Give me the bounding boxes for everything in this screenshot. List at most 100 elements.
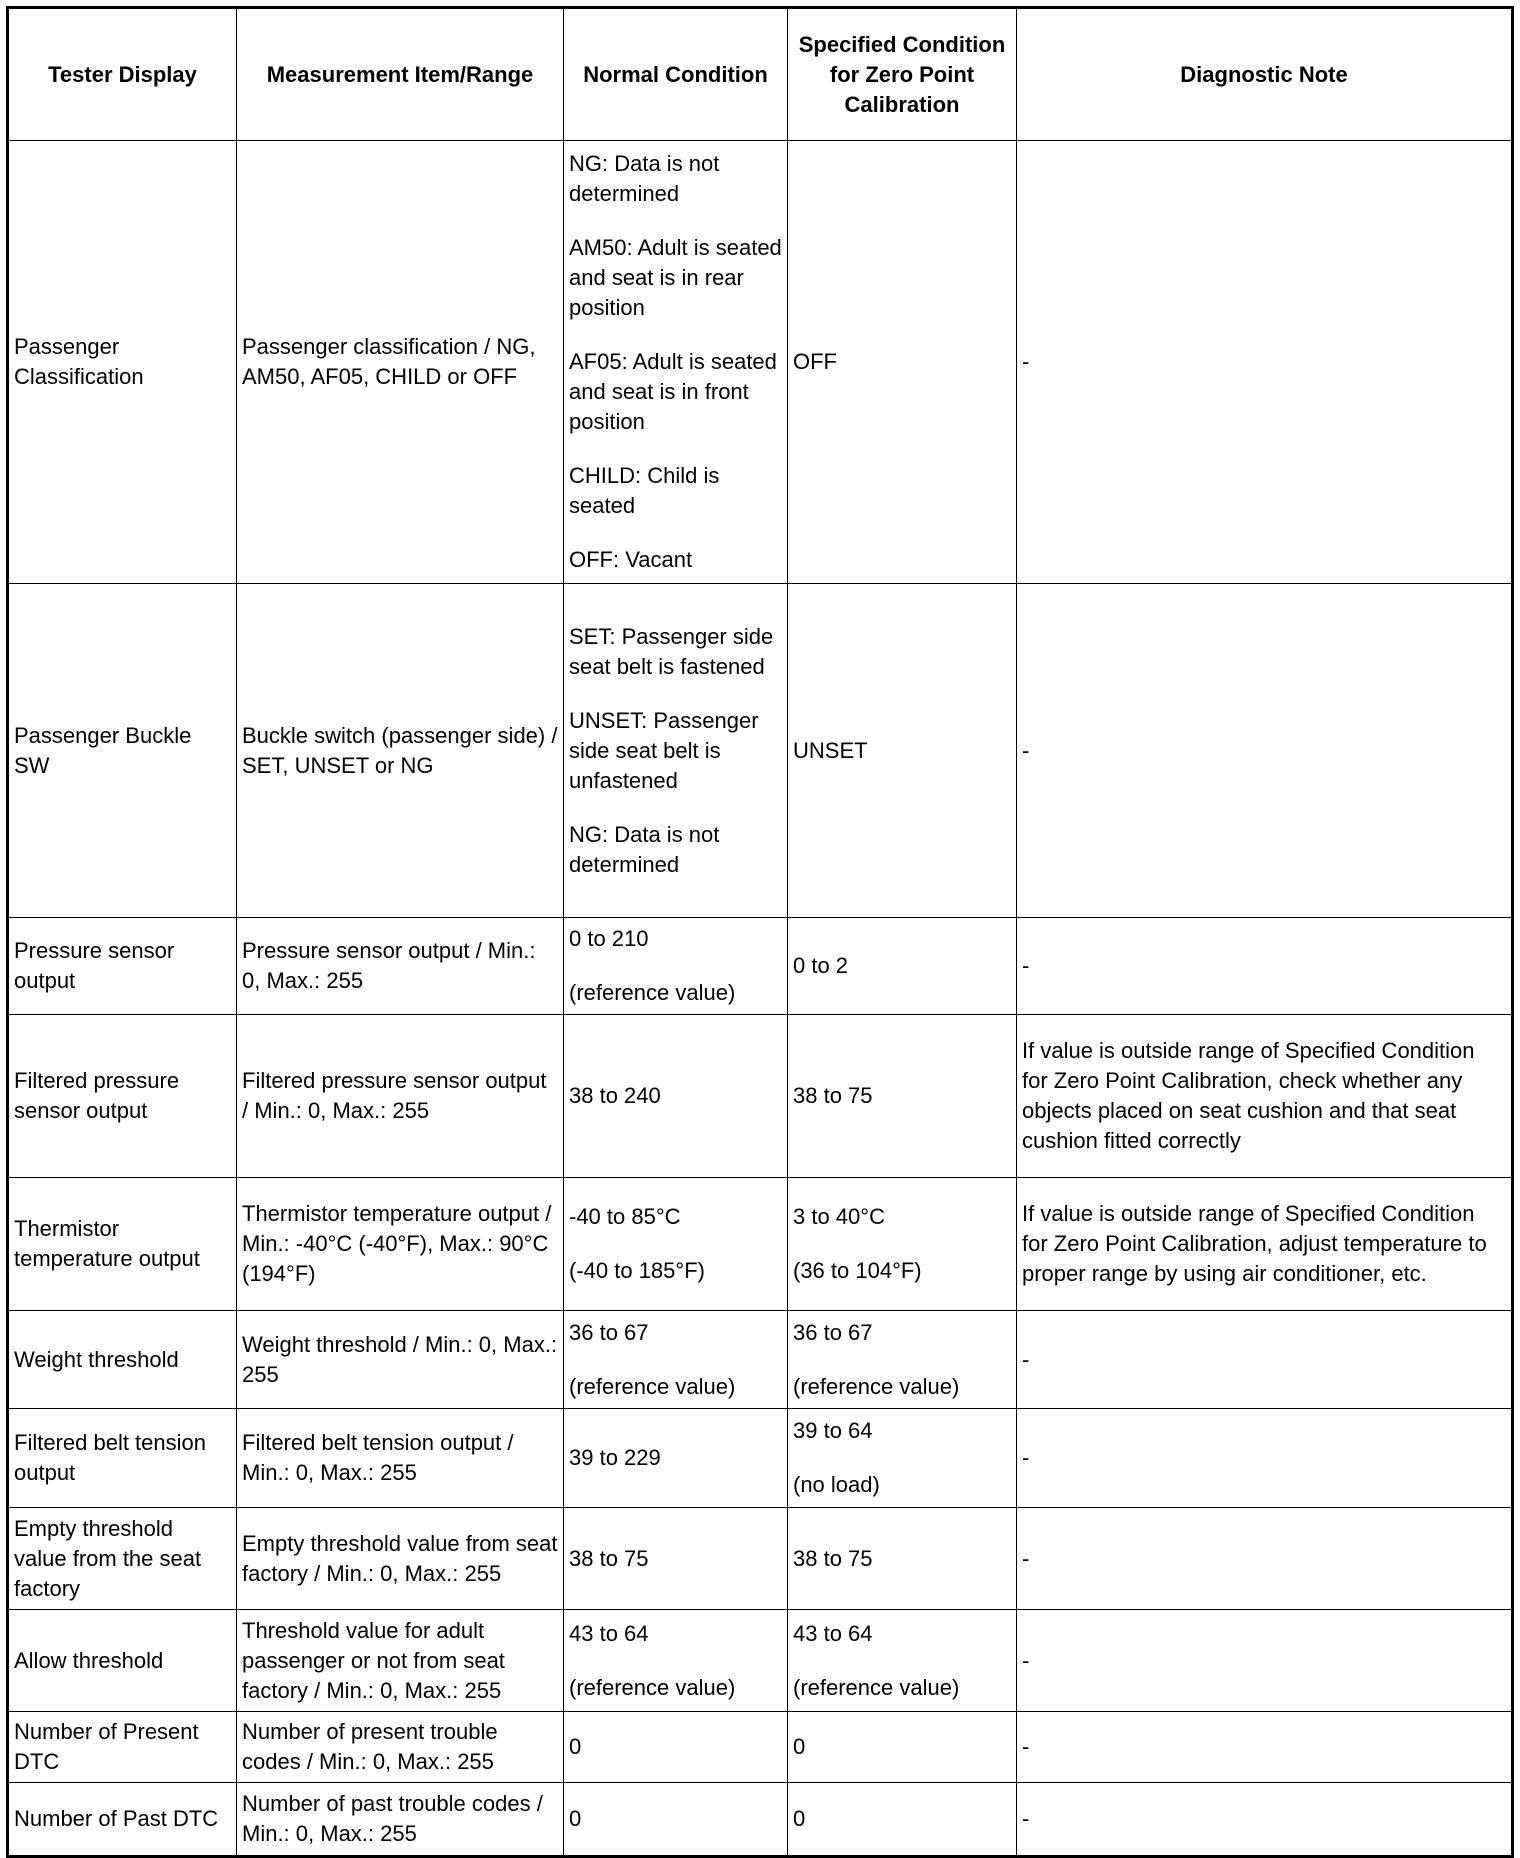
condition-line: UNSET: Passenger side seat belt is unfas… (569, 707, 759, 793)
condition-line: 38 to 240 (569, 1083, 661, 1108)
measurement-item-cell: Empty threshold value from seat factory … (236, 1507, 564, 1610)
condition-line: 38 to 75 (793, 1083, 873, 1108)
condition-line: 3 to 40°C (793, 1204, 885, 1229)
diagnostic-note-cell: - (1016, 1711, 1513, 1783)
condition-line: OFF: Vacant (569, 547, 693, 572)
zero-point-condition-cell: 36 to 67 (reference value) (787, 1310, 1017, 1409)
table-row: Pressure sensor output Pressure sensor ou… (7, 917, 1513, 1015)
measurement-item-cell: Passenger classification / NG, AM50, AF0… (236, 140, 564, 584)
condition-line: 38 to 75 (793, 1545, 873, 1571)
zero-point-condition-cell: 38 to 75 (787, 1507, 1017, 1610)
table-row: Empty threshold value from the seat fact… (7, 1507, 1513, 1610)
condition-line: -40 to 85°C (569, 1204, 681, 1229)
condition-line: NG: Data is not determined (569, 821, 720, 877)
tester-display-cell: Passenger Buckle SW (7, 583, 237, 918)
zero-point-condition-cell: 3 to 40°C (36 to 104°F) (787, 1177, 1017, 1311)
condition-line: (reference value) (793, 1674, 960, 1700)
diagnostic-note-cell: - (1016, 1408, 1513, 1508)
tester-display-cell: Pressure sensor output (7, 917, 237, 1015)
zero-point-condition-cell: 0 (787, 1711, 1017, 1783)
tester-display-cell: Passenger Classification (7, 140, 237, 584)
normal-condition-cell: 38 to 240 (563, 1014, 788, 1178)
header-diagnostic-note: Diagnostic Note (1016, 7, 1513, 141)
condition-line: 36 to 67 (793, 1319, 873, 1345)
diagnostic-note-cell: - (1016, 1782, 1513, 1857)
tester-display-cell: Number of Present DTC (7, 1711, 237, 1783)
normal-condition-cell: -40 to 85°C (-40 to 185°F) (563, 1177, 788, 1311)
normal-condition-cell: 0 (563, 1782, 788, 1857)
condition-line: 0 to 210 (569, 926, 649, 951)
normal-condition-cell: 38 to 75 (563, 1507, 788, 1610)
data-list-table: Tester Display Measurement Item/Range No… (6, 6, 1514, 1858)
condition-line: SET: Passenger side seat belt is fastene… (569, 623, 774, 679)
table-row: Allow threshold Threshold value for adult… (7, 1609, 1513, 1712)
condition-line: (reference value) (569, 980, 736, 1005)
condition-line: (reference value) (569, 1373, 736, 1399)
condition-line: 0 (569, 1806, 582, 1831)
table-row: Weight threshold Weight threshold / Min.:… (7, 1310, 1513, 1409)
measurement-item-cell: Pressure sensor output / Min.: 0, Max.: … (236, 917, 564, 1015)
measurement-item-cell: Number of past trouble codes / Min.: 0, … (236, 1782, 564, 1857)
condition-line: UNSET (793, 737, 868, 763)
tester-display-cell: Thermistor temperature output (7, 1177, 237, 1311)
measurement-item-cell: Number of present trouble codes / Min.: … (236, 1711, 564, 1783)
zero-point-condition-cell: 0 (787, 1782, 1017, 1857)
diagnostic-note-cell: - (1016, 1507, 1513, 1610)
diagnostic-note-cell: - (1016, 917, 1513, 1015)
table-row: Filtered belt tension output Filtered bel… (7, 1408, 1513, 1508)
diagnostic-note-cell: - (1016, 583, 1513, 918)
table-row: Thermistor temperature output Thermistor … (7, 1177, 1513, 1311)
condition-line: 38 to 75 (569, 1545, 649, 1571)
condition-line: (36 to 104°F) (793, 1258, 922, 1283)
normal-condition-cell: NG: Data is not determined AM50: Adult is… (563, 140, 788, 584)
normal-condition-cell: 39 to 229 (563, 1408, 788, 1508)
condition-line: (reference value) (569, 1674, 736, 1700)
condition-line: 0 (569, 1734, 582, 1759)
condition-line: 0 to 2 (793, 953, 849, 978)
diagnostic-note-cell: If value is outside range of Specified C… (1016, 1014, 1513, 1178)
condition-line: 43 to 64 (569, 1620, 649, 1646)
normal-condition-cell: 0 (563, 1711, 788, 1783)
condition-line: 39 to 64 (793, 1418, 873, 1443)
tester-display-cell: Weight threshold (7, 1310, 237, 1409)
condition-line: (no load) (793, 1472, 880, 1497)
header-row: Tester Display Measurement Item/Range No… (7, 7, 1513, 141)
zero-point-condition-cell: 43 to 64 (reference value) (787, 1609, 1017, 1712)
condition-line: NG: Data is not determined (569, 151, 720, 206)
table-row: Passenger Classification Passenger classi… (7, 140, 1513, 584)
tester-display-cell: Filtered belt tension output (7, 1408, 237, 1508)
tester-display-cell: Empty threshold value from the seat fact… (7, 1507, 237, 1610)
normal-condition-cell: SET: Passenger side seat belt is fastene… (563, 583, 788, 918)
condition-line: AF05: Adult is seated and seat is in fro… (569, 349, 777, 434)
condition-line: (reference value) (793, 1373, 960, 1399)
condition-line: OFF (793, 349, 837, 374)
tester-display-cell: Number of Past DTC (7, 1782, 237, 1857)
header-normal-condition: Normal Condition (563, 7, 788, 141)
normal-condition-cell: 36 to 67 (reference value) (563, 1310, 788, 1409)
table-row: Number of Present DTC Number of present t… (7, 1711, 1513, 1783)
zero-point-condition-cell: 38 to 75 (787, 1014, 1017, 1178)
header-measurement-item: Measurement Item/Range (236, 7, 564, 141)
normal-condition-cell: 43 to 64 (reference value) (563, 1609, 788, 1712)
condition-line: 43 to 64 (793, 1620, 873, 1646)
zero-point-condition-cell: OFF (787, 140, 1017, 584)
measurement-item-cell: Filtered pressure sensor output / Min.: … (236, 1014, 564, 1178)
zero-point-condition-cell: 39 to 64 (no load) (787, 1408, 1017, 1508)
diagnostic-note-cell: - (1016, 1609, 1513, 1712)
normal-condition-cell: 0 to 210 (reference value) (563, 917, 788, 1015)
tester-display-cell: Filtered pressure sensor output (7, 1014, 237, 1178)
condition-line: 0 (793, 1734, 806, 1759)
diagnostic-note-cell: - (1016, 140, 1513, 584)
header-tester-display: Tester Display (7, 7, 237, 141)
measurement-item-cell: Filtered belt tension output / Min.: 0, … (236, 1408, 564, 1508)
condition-line: (-40 to 185°F) (569, 1258, 705, 1283)
table-row: Passenger Buckle SW Buckle switch (passen… (7, 583, 1513, 918)
diagnostic-note-cell: If value is outside range of Specified C… (1016, 1177, 1513, 1311)
zero-point-condition-cell: 0 to 2 (787, 917, 1017, 1015)
table-row: Number of Past DTC Number of past trouble… (7, 1782, 1513, 1857)
measurement-item-cell: Thermistor temperature output / Min.: -4… (236, 1177, 564, 1311)
condition-line: AM50: Adult is seated and seat is in rea… (569, 235, 782, 320)
measurement-item-cell: Weight threshold / Min.: 0, Max.: 255 (236, 1310, 564, 1409)
condition-line: CHILD: Child is seated (569, 463, 720, 518)
diagnostic-note-cell: - (1016, 1310, 1513, 1409)
